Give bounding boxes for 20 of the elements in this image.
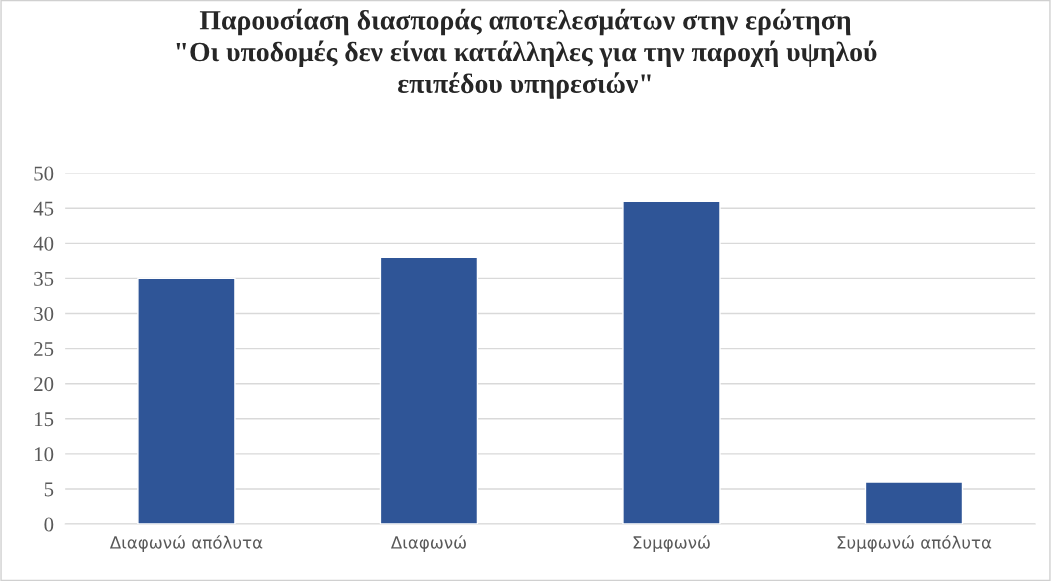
y-tick-label: 5 [44,482,54,497]
x-tick-label: Διαφωνώ [390,535,466,552]
bar [622,200,721,525]
y-tick-label: 45 [33,201,54,216]
x-tick-label: Συμφωνώ απόλυτα [837,535,992,552]
chart-title: Παρουσίαση διασποράς αποτελεσμάτων στην ερώτηση "Οι υποδομές δεν είναι κατάλληλες για την παροχή υψηλού επιπέδου υπηρεσιών" [176,8,877,99]
y-tick-label: 30 [34,306,54,321]
y-tick-label: 0 [44,517,54,532]
y-tick-label: 20 [34,377,54,392]
y-tick-label: 25 [34,342,54,357]
x-tick-label: Συμφωνώ [633,535,710,552]
y-tick-label: 35 [34,271,54,286]
y-tick-label: 10 [35,447,54,462]
bar [379,256,479,525]
bar [137,277,236,525]
y-tick-label: 40 [33,236,54,251]
x-tick-label: Διαφωνώ απόλυτα [109,535,263,552]
y-tick-label: 50 [34,166,54,181]
y-tick-label: 15 [35,412,54,427]
bar [864,481,964,525]
